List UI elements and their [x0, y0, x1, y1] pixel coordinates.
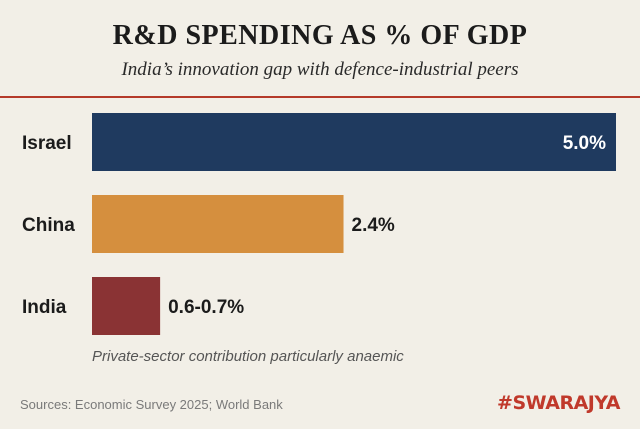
- category-label-china: China: [22, 215, 75, 236]
- sources-text: Sources: Economic Survey 2025; World Ban…: [20, 397, 283, 412]
- title-divider: [0, 96, 640, 98]
- data-label-india: 0.6-0.7%: [168, 297, 244, 318]
- brand-logo: #SWARAJYA: [497, 392, 620, 414]
- chart-title: R&D SPENDING AS % OF GDP: [112, 20, 528, 51]
- chart-subtitle: India’s innovation gap with defence-indu…: [121, 59, 519, 80]
- bar-india: [92, 277, 161, 335]
- data-label-israel: 5.0%: [563, 133, 606, 154]
- category-label-india: India: [22, 297, 67, 318]
- data-label-china: 2.4%: [352, 215, 395, 236]
- bar-israel: [92, 113, 616, 171]
- bar-chart: Israel 5.0% China 2.4% India 0.6-0.7%: [22, 113, 616, 335]
- bar-china: [92, 195, 344, 253]
- chart-note: Private-sector contribution particularly…: [92, 348, 404, 365]
- category-label-israel: Israel: [22, 133, 72, 154]
